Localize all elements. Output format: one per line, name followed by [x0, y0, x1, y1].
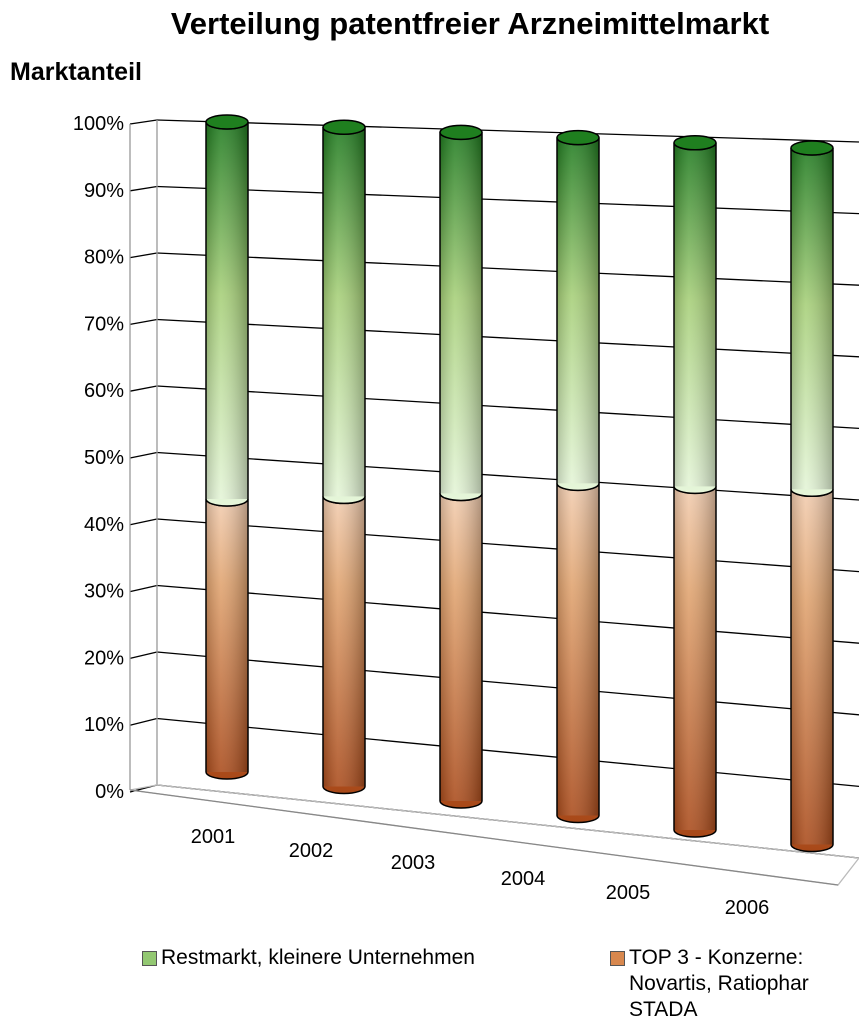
bar-group-2001 [205, 114, 249, 780]
gridline [156, 451, 859, 501]
bar-group-2002 [322, 119, 366, 795]
y-tick-label: 0% [95, 781, 124, 803]
bar-cap-2003 [439, 124, 483, 141]
legend-label: TOP 3 - Konzerne: Novartis, Ratiophar ST… [629, 946, 809, 1021]
y-tick-label: 80% [84, 247, 124, 269]
gridline-side [129, 584, 158, 593]
y-tick-label: 20% [84, 647, 124, 669]
y-tick-label: 70% [84, 313, 124, 335]
bar-group-2003 [439, 124, 483, 809]
gridline-side [129, 651, 158, 660]
bar-shade [440, 132, 482, 494]
x-tick-label-2002: 2002 [289, 840, 334, 862]
bar-shade [323, 496, 365, 787]
bar-cap-2005 [673, 135, 717, 151]
gridline [156, 252, 859, 286]
legend-item-restmarkt: Restmarkt, kleinere Unternehmen [142, 945, 475, 971]
chart-title: Verteilung patentfreier Arzneimittelmark… [170, 6, 770, 41]
bar-shade [674, 142, 716, 487]
legend-label: Restmarkt, kleinere Unternehmen [161, 946, 475, 969]
x-axis-line [129, 789, 839, 886]
bar-shade [557, 483, 599, 816]
y-tick-label: 30% [84, 581, 124, 603]
gridline-side [129, 318, 158, 326]
chart-plot: 0% 10% 20% 30% 40% 50% 60% 70% 80% 90% 100% 2001 200… [73, 113, 859, 919]
bar-cap-2002 [322, 119, 366, 135]
bar-shade [440, 493, 482, 801]
gridline [156, 185, 859, 215]
x-tick-label-2005: 2005 [606, 882, 651, 904]
gridline-side [129, 119, 158, 125]
bar-shade [791, 489, 833, 845]
bar-cap-2006 [790, 140, 834, 156]
y-tick-label: 60% [84, 380, 124, 402]
bar-group-2004 [556, 129, 600, 824]
bar-shade [674, 486, 716, 830]
bar-group-2006 [790, 140, 834, 853]
gridline [156, 119, 859, 143]
legend-item-top3: TOP 3 - Konzerne: Novartis, Ratiophar ST… [610, 945, 809, 1023]
y-tick-label: 40% [84, 514, 124, 536]
gridline-side [129, 385, 158, 392]
x-tick-label-2003: 2003 [391, 852, 436, 874]
gridline [156, 651, 859, 716]
gridline [156, 318, 859, 358]
floor [129, 784, 859, 886]
y-axis-title: Marktanteil [10, 58, 142, 86]
x-tick-label-2006: 2006 [725, 897, 770, 919]
bar-cap-2004 [556, 129, 600, 146]
gridline-side [129, 185, 158, 192]
x-tick-label-2004: 2004 [501, 868, 546, 890]
gridline [156, 385, 859, 430]
bar-shade [206, 499, 248, 772]
gridline [156, 717, 859, 788]
gridline [156, 518, 859, 573]
bar-cap-2001 [205, 114, 249, 130]
y-tick-label: 90% [84, 180, 124, 202]
y-tick-label: 10% [84, 714, 124, 736]
bar-shade [323, 127, 365, 497]
legend-swatch-orange [610, 951, 625, 966]
legend-swatch-green [142, 951, 157, 966]
bar-group-2005 [673, 135, 717, 838]
gridline-side [129, 518, 158, 526]
x-tick-label-2001: 2001 [191, 826, 236, 848]
gridline [156, 584, 859, 644]
bar-shade [206, 122, 248, 499]
y-tick-label: 50% [84, 447, 124, 469]
gridline-side [129, 451, 158, 459]
bar-shade [557, 137, 599, 484]
gridline-side [129, 717, 158, 726]
gridline-side [129, 252, 158, 259]
y-tick-label: 100% [73, 113, 124, 135]
bar-shade [791, 148, 833, 490]
